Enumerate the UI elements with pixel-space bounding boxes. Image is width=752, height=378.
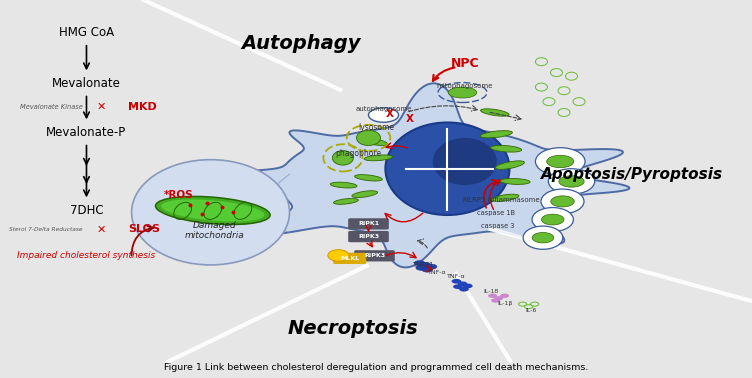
Text: *ROS: *ROS <box>164 190 194 200</box>
Ellipse shape <box>333 198 359 204</box>
Ellipse shape <box>500 178 530 184</box>
Ellipse shape <box>132 160 290 265</box>
Circle shape <box>462 284 472 288</box>
Circle shape <box>500 294 509 298</box>
Text: ✕: ✕ <box>96 102 105 112</box>
Ellipse shape <box>535 148 585 175</box>
Text: TNF-α: TNF-α <box>447 274 465 279</box>
Text: Necroptosis: Necroptosis <box>288 319 419 338</box>
Ellipse shape <box>156 197 270 225</box>
Ellipse shape <box>532 232 553 243</box>
Circle shape <box>491 298 500 303</box>
Ellipse shape <box>523 226 562 249</box>
Text: HMG CoA: HMG CoA <box>59 26 114 39</box>
Circle shape <box>414 260 425 266</box>
Text: Mevalonate-P: Mevalonate-P <box>47 126 126 139</box>
Circle shape <box>420 262 431 268</box>
Circle shape <box>426 264 437 269</box>
Text: MLKL: MLKL <box>340 256 359 261</box>
Ellipse shape <box>355 175 382 181</box>
Text: phagophore: phagophore <box>335 149 381 158</box>
Ellipse shape <box>330 182 357 188</box>
Ellipse shape <box>161 199 265 222</box>
Ellipse shape <box>481 109 509 116</box>
Text: ✕: ✕ <box>96 224 105 234</box>
Text: X: X <box>406 114 414 124</box>
Text: NPC: NPC <box>450 57 479 70</box>
Text: IL-18: IL-18 <box>484 288 499 294</box>
Ellipse shape <box>360 138 387 146</box>
Text: SLOS: SLOS <box>128 224 160 234</box>
Circle shape <box>422 267 432 272</box>
Text: NLRP3 Inflammasome: NLRP3 Inflammasome <box>463 197 540 203</box>
Text: Figure 1 Link between cholesterol deregulation and programmed cell death mechani: Figure 1 Link between cholesterol deregu… <box>164 363 588 372</box>
Ellipse shape <box>356 130 381 146</box>
Ellipse shape <box>481 131 512 138</box>
Text: mitophagosome: mitophagosome <box>437 84 493 89</box>
Circle shape <box>368 108 399 122</box>
Ellipse shape <box>448 87 477 98</box>
Circle shape <box>459 287 469 291</box>
Text: TNFR1: TNFR1 <box>414 262 435 268</box>
Ellipse shape <box>332 150 353 165</box>
Ellipse shape <box>550 196 575 207</box>
Ellipse shape <box>492 194 519 201</box>
Text: X: X <box>386 109 393 119</box>
Text: TNF-α: TNF-α <box>429 270 447 276</box>
Text: IL-1β: IL-1β <box>497 301 512 306</box>
Ellipse shape <box>352 191 378 198</box>
Text: Damaged
mitochondria: Damaged mitochondria <box>184 221 244 240</box>
Ellipse shape <box>385 122 510 215</box>
Ellipse shape <box>490 146 522 152</box>
FancyBboxPatch shape <box>348 231 389 242</box>
Circle shape <box>416 265 426 270</box>
Ellipse shape <box>364 155 393 161</box>
FancyBboxPatch shape <box>354 250 395 262</box>
Circle shape <box>494 296 503 301</box>
Circle shape <box>451 279 461 284</box>
Text: RIPK3: RIPK3 <box>358 234 379 239</box>
Text: Apoptosis/Pyroptosis: Apoptosis/Pyroptosis <box>541 167 723 182</box>
Text: Mevalonate Kinase: Mevalonate Kinase <box>20 104 83 110</box>
FancyBboxPatch shape <box>348 218 389 229</box>
Ellipse shape <box>541 214 564 225</box>
Text: RIPK1: RIPK1 <box>358 222 379 226</box>
Ellipse shape <box>433 138 496 185</box>
Ellipse shape <box>547 155 574 168</box>
Text: lysosome: lysosome <box>358 123 394 132</box>
Text: MKD: MKD <box>128 102 156 112</box>
FancyBboxPatch shape <box>333 253 366 264</box>
Circle shape <box>453 284 462 289</box>
Circle shape <box>488 294 497 298</box>
Text: IL-6: IL-6 <box>525 308 537 313</box>
Text: autophagosome: autophagosome <box>356 106 411 112</box>
Ellipse shape <box>532 208 574 231</box>
Text: Mevalonate: Mevalonate <box>52 77 121 90</box>
Ellipse shape <box>548 169 595 194</box>
Ellipse shape <box>559 176 584 187</box>
Text: Impaired cholesterol synthesis: Impaired cholesterol synthesis <box>17 251 156 260</box>
Ellipse shape <box>496 161 524 169</box>
Circle shape <box>457 281 467 286</box>
Text: Autophagy: Autophagy <box>241 34 360 53</box>
Text: caspase 3: caspase 3 <box>481 223 514 229</box>
Text: RIPK3: RIPK3 <box>364 253 385 258</box>
Ellipse shape <box>541 189 584 214</box>
Text: 7DHC: 7DHC <box>70 204 103 217</box>
Polygon shape <box>229 83 629 267</box>
Ellipse shape <box>328 249 349 261</box>
Text: Sterol 7-Delta Reductase: Sterol 7-Delta Reductase <box>9 227 83 232</box>
Text: caspase 1B: caspase 1B <box>478 210 515 215</box>
